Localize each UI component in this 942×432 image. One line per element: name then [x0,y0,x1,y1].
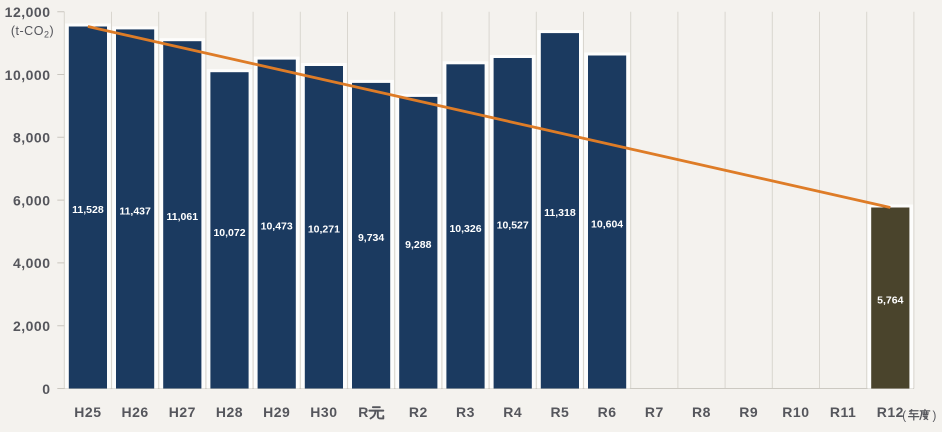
svg-text:R10: R10 [782,404,809,420]
svg-text:10,604: 10,604 [591,218,623,230]
svg-text:R8: R8 [692,404,711,420]
svg-text:0: 0 [42,381,50,397]
svg-text:10,000: 10,000 [5,67,51,83]
svg-text:(: ( [902,410,906,422]
svg-text:5,764: 5,764 [877,294,903,306]
svg-text:H30: H30 [310,404,337,420]
svg-text:R7: R7 [645,404,664,420]
svg-text:6,000: 6,000 [13,192,51,208]
svg-text:H29: H29 [263,404,290,420]
svg-text:R: R [358,404,368,420]
svg-text:H27: H27 [169,404,196,420]
svg-text:11,437: 11,437 [119,205,151,217]
svg-text:R6: R6 [598,404,617,420]
svg-text:11,318: 11,318 [544,207,576,219]
svg-text:H26: H26 [122,404,149,420]
svg-text:(t-CO2): (t-CO2) [11,24,54,40]
svg-text:R2: R2 [409,404,428,420]
svg-text:9,288: 9,288 [405,239,431,251]
svg-text:R5: R5 [550,404,569,420]
svg-text:8,000: 8,000 [13,130,51,146]
svg-text:R9: R9 [739,404,758,420]
svg-text:): ) [933,410,937,422]
svg-text:R12: R12 [877,404,904,420]
svg-text:4,000: 4,000 [13,255,51,271]
svg-text:H25: H25 [74,404,101,420]
svg-text:R11: R11 [830,404,856,420]
svg-text:10,072: 10,072 [213,227,245,239]
svg-text:R4: R4 [503,404,522,420]
svg-text:11,061: 11,061 [167,211,199,223]
svg-text:2,000: 2,000 [13,318,51,334]
svg-text:11,528: 11,528 [72,204,104,216]
svg-text:12,000: 12,000 [5,4,51,20]
svg-text:10,271: 10,271 [308,224,340,236]
svg-text:10,473: 10,473 [261,221,293,233]
svg-text:10,326: 10,326 [449,223,481,235]
svg-text:H28: H28 [216,404,243,420]
svg-text:9,734: 9,734 [358,232,384,244]
svg-text:R3: R3 [456,404,475,420]
svg-text:10,527: 10,527 [497,220,529,232]
